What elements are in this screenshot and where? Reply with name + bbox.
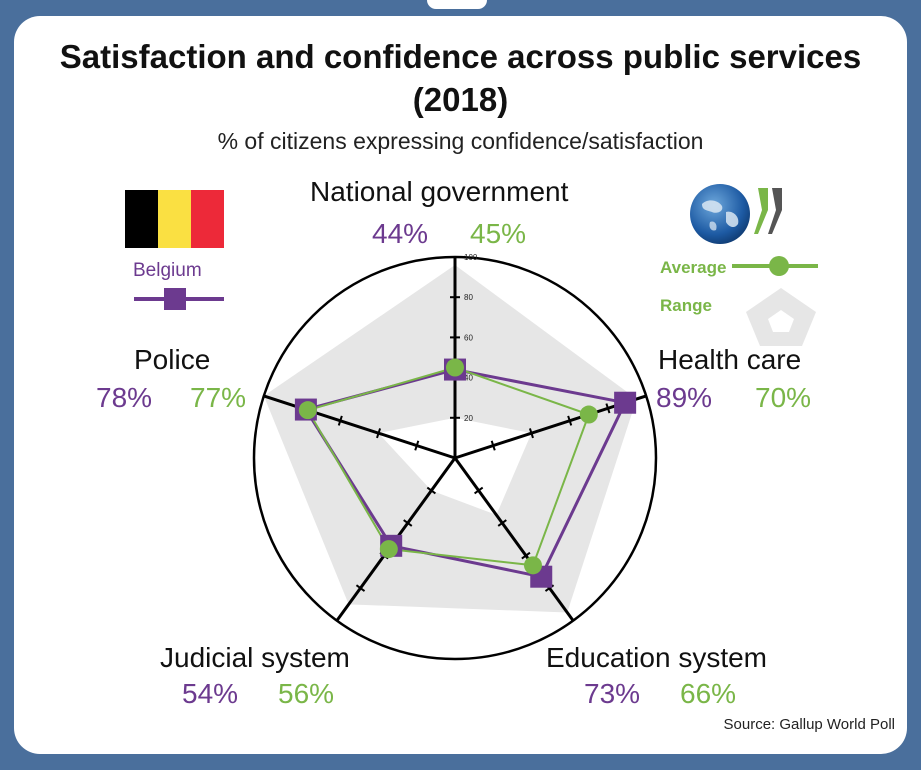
legend-label-belgium: Belgium <box>133 260 202 281</box>
range-band <box>263 265 637 613</box>
chart-subtitle: % of citizens expressing confidence/sati… <box>217 128 704 154</box>
axis-tick-1-60 <box>567 415 573 426</box>
belgium-value-health-care: 89% <box>656 382 713 413</box>
legend-label-range: Range <box>660 296 712 315</box>
axis-label-education-system: Education system <box>546 642 767 673</box>
belgium-point-1 <box>614 391 637 414</box>
scale-tick-label-80: 80 <box>464 293 473 302</box>
axis-label-police: Police <box>134 344 211 375</box>
belgium-value-police: 78% <box>96 382 153 413</box>
axis-label-health-care: Health care <box>658 344 802 375</box>
average-value-national-government: 45% <box>470 218 527 249</box>
average-value-judicial-system: 56% <box>278 678 335 709</box>
axis-tick-2-60 <box>521 551 531 560</box>
average-point-0 <box>446 358 464 377</box>
legend-label-average: Average <box>660 258 727 277</box>
average-value-health-care: 70% <box>755 382 812 413</box>
average-point-2 <box>523 556 542 575</box>
axis-tick-2-20 <box>473 486 484 495</box>
source-note: Source: Gallup World Poll <box>723 716 895 733</box>
axis-tick-1-80 <box>605 403 611 414</box>
scale-tick-label-40: 40 <box>464 374 473 383</box>
chart-title-year: (2018) <box>412 81 509 118</box>
average-value-education-system: 66% <box>680 678 737 709</box>
header-tab <box>427 0 487 9</box>
legend-range-pentagon-icon <box>746 288 816 346</box>
scale-tick-label-20: 20 <box>464 414 473 423</box>
belgium-flag-icon <box>125 190 224 248</box>
scale-tick-label-60: 60 <box>464 333 473 342</box>
axis-tick-2-40 <box>497 519 507 527</box>
average-series-line <box>306 366 591 567</box>
average-value-police: 77% <box>190 382 247 413</box>
axis-tick-3-80 <box>355 584 366 592</box>
legend-average-marker-icon <box>732 256 818 276</box>
axis-tick-4-20 <box>414 440 420 451</box>
axis-tick-3-20 <box>426 486 437 495</box>
axis-tick-1-40 <box>528 428 534 439</box>
axis-line-2 <box>453 457 575 622</box>
average-point-4 <box>298 401 317 420</box>
axis-tick-4-60 <box>337 415 343 426</box>
scale-tick-label-100: 100 <box>464 253 478 262</box>
axis-label-judicial-system: Judicial system <box>160 642 350 673</box>
axis-tick-3-40 <box>403 519 413 527</box>
average-point-3 <box>379 540 398 559</box>
legend-belgium-marker-icon <box>134 288 224 310</box>
average-point-1 <box>579 405 598 424</box>
belgium-value-education-system: 73% <box>584 678 641 709</box>
belgium-value-judicial-system: 54% <box>182 678 239 709</box>
oecd-logo-icon <box>690 184 782 244</box>
axis-label-national-government: National government <box>310 176 569 207</box>
chart-title: Satisfaction and confidence across publi… <box>59 38 862 75</box>
belgium-value-national-government: 44% <box>372 218 429 249</box>
axis-tick-1-20 <box>490 440 496 451</box>
axis-tick-4-40 <box>376 428 382 439</box>
